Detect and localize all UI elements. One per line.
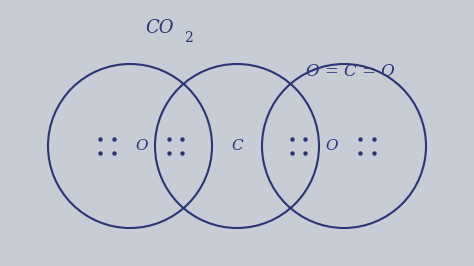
Text: C: C bbox=[231, 139, 243, 153]
Text: O: O bbox=[326, 139, 338, 153]
Text: 2: 2 bbox=[183, 31, 192, 45]
Text: CO: CO bbox=[146, 19, 174, 37]
Text: O = C = O: O = C = O bbox=[306, 63, 394, 80]
Text: O: O bbox=[136, 139, 148, 153]
